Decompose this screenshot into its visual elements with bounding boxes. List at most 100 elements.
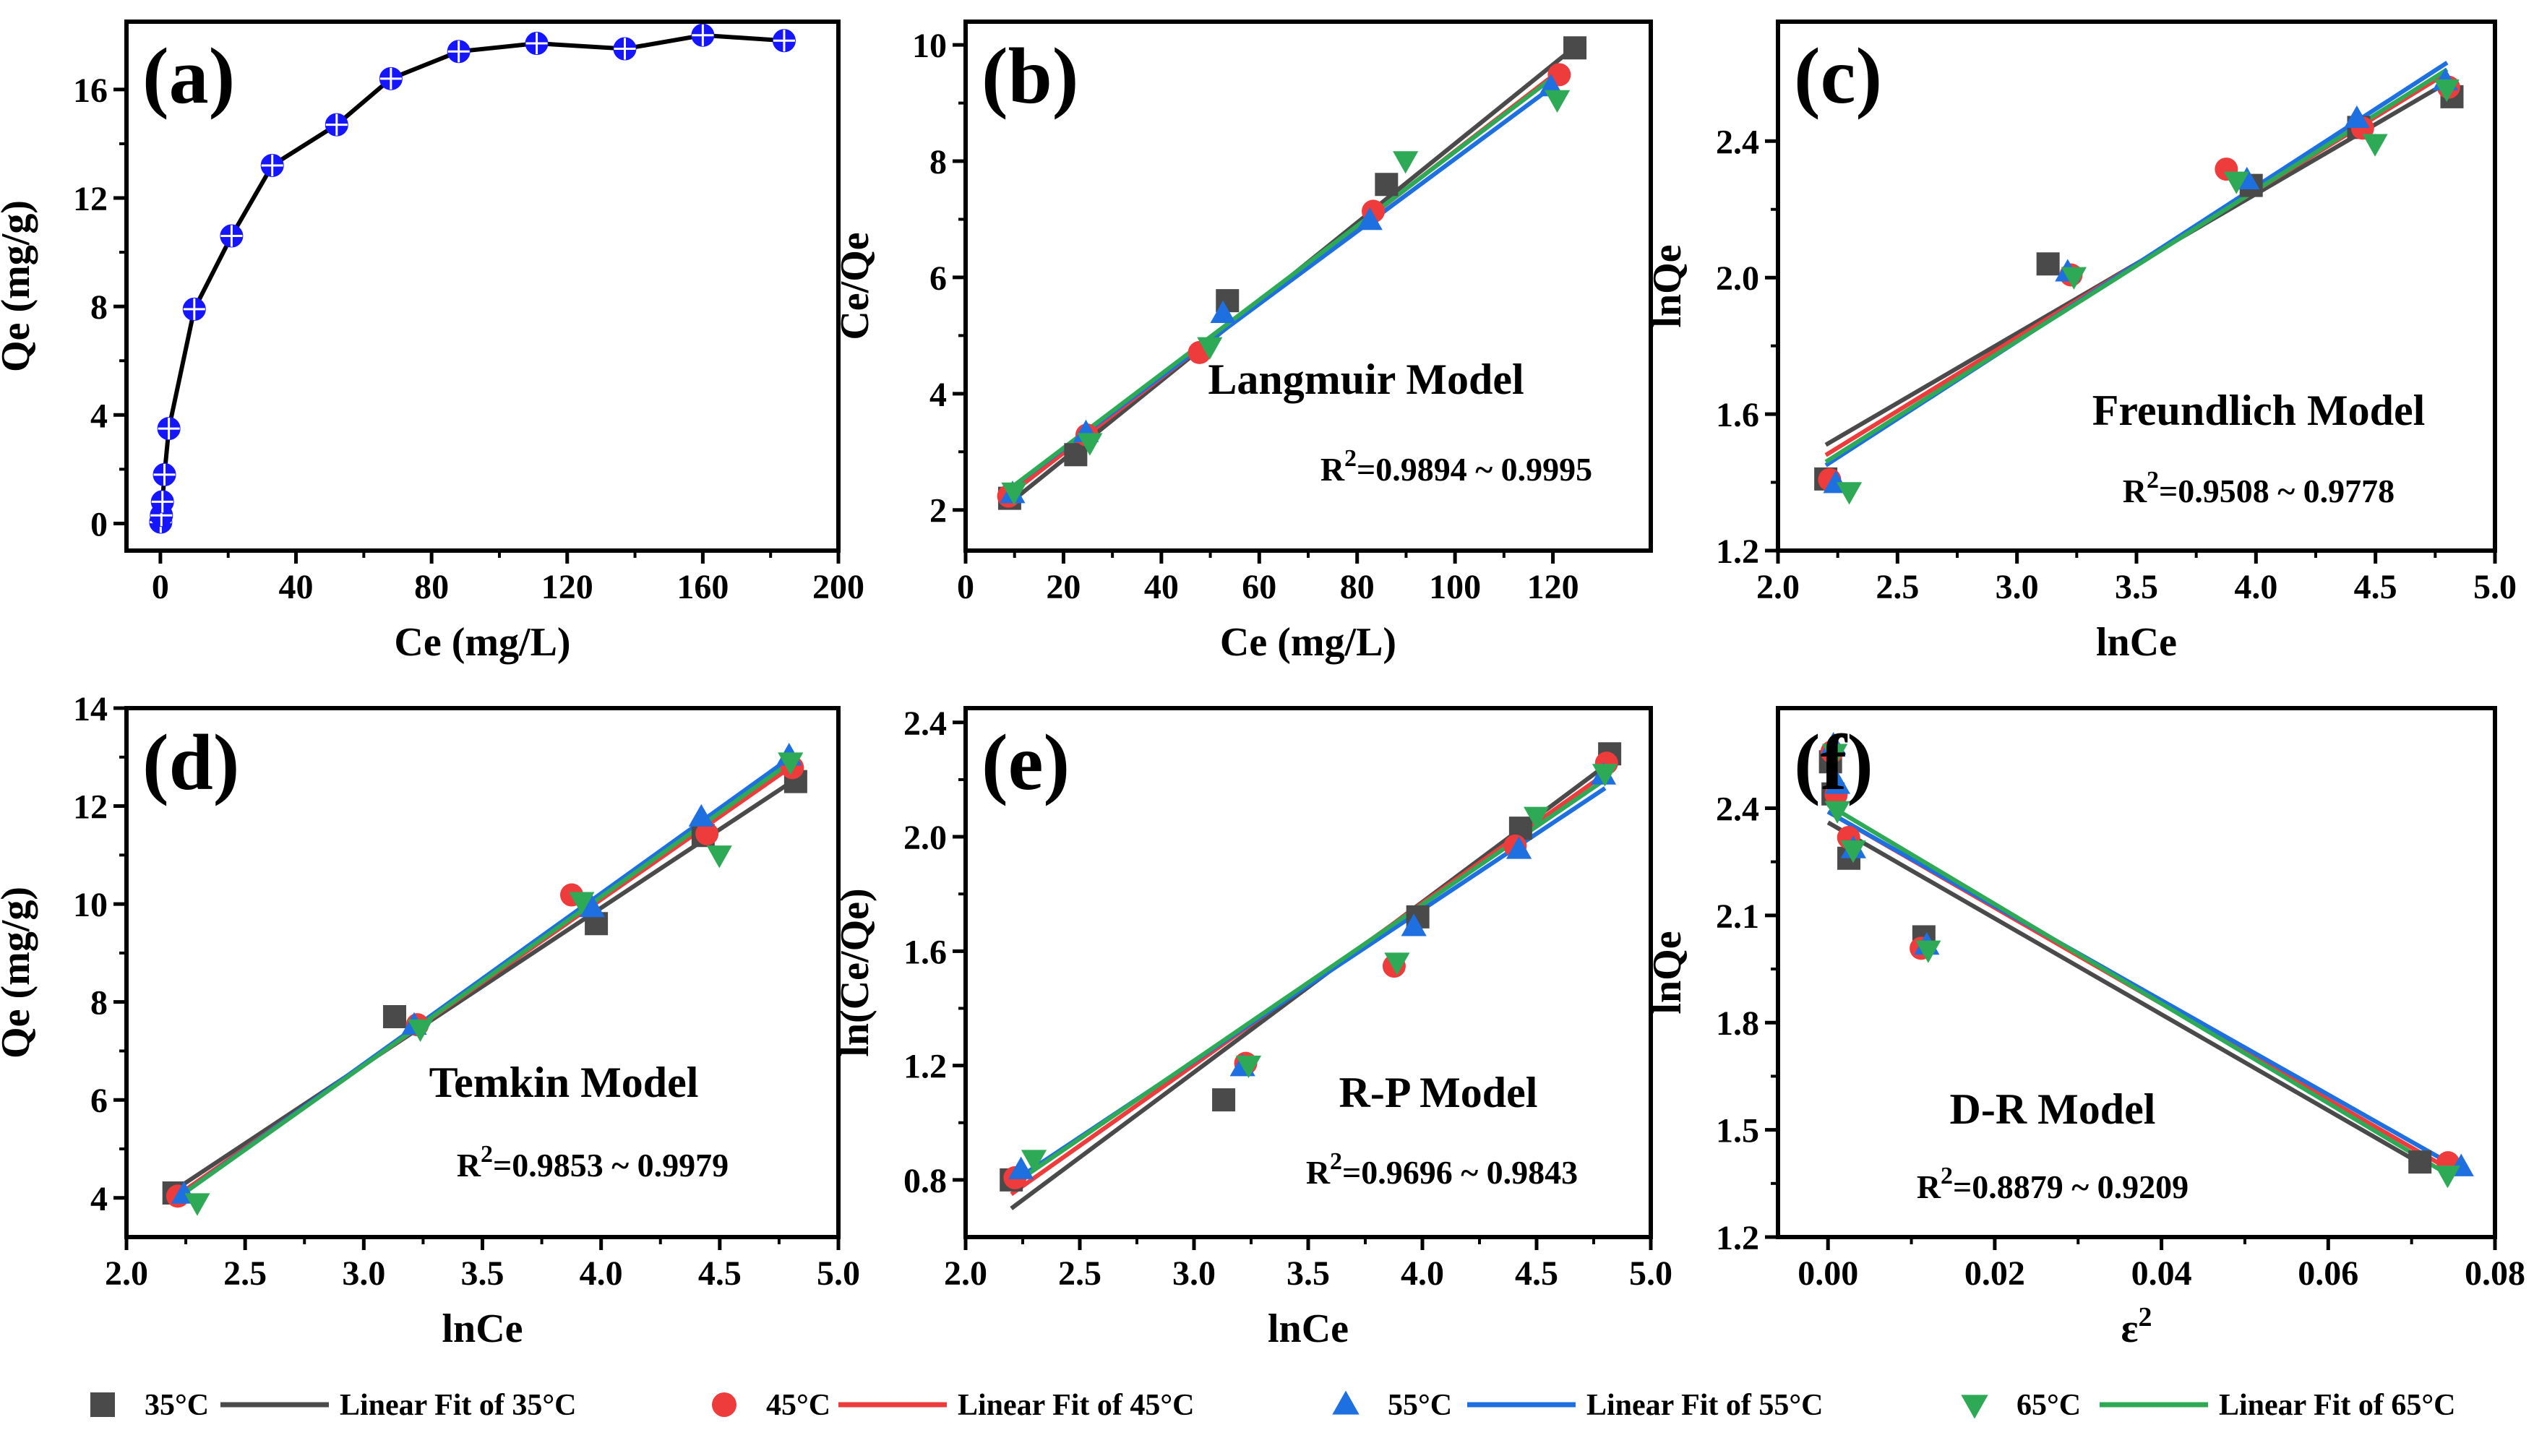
panel-letter: (b) xyxy=(982,32,1078,120)
data-point xyxy=(2344,105,2370,129)
data-point xyxy=(1840,840,1866,863)
y-axis-title: ln(Ce/Qe) xyxy=(833,888,877,1056)
data-point xyxy=(1008,1156,1034,1179)
legend-item: Linear Fit of 35°C xyxy=(220,1389,577,1422)
x-tick-label: 0.00 xyxy=(1798,1254,1858,1293)
y-tick-label: 8 xyxy=(929,143,947,181)
data-point xyxy=(1401,913,1427,936)
y-tick-label: 10 xyxy=(912,27,947,65)
legend-item: 65°C xyxy=(1961,1389,2081,1422)
data-point xyxy=(1235,1055,1262,1079)
x-tick-label: 20 xyxy=(1046,568,1081,606)
x-tick-label: 2.0 xyxy=(1756,568,1800,606)
x-tick-label: 40 xyxy=(1144,568,1179,606)
x-tick-label: 5.0 xyxy=(1629,1254,1672,1293)
r-squared-value: =0.9853 ~ 0.9979 xyxy=(493,1147,729,1184)
model-name: Temkin Model xyxy=(429,1059,699,1106)
data-point xyxy=(691,23,715,47)
r-squared: R2=0.9696 ~ 0.9843 xyxy=(1306,1148,1578,1191)
panel-c: 2.0 2.5 3.0 3.5 4.0 4.5 5.0 1.2 1.6 2.0 2.4 lnCe lnQ… xyxy=(1645,20,2517,665)
model-name: Freundlich Model xyxy=(2092,387,2426,434)
fit-line-65C xyxy=(1824,67,2449,464)
x-axis-title-sup: 2 xyxy=(2138,1302,2152,1332)
data-point xyxy=(1836,482,1863,505)
data-point xyxy=(2434,1166,2461,1189)
data-point xyxy=(1384,952,1410,975)
data-point xyxy=(2408,1150,2432,1174)
y-tick-label: 6 xyxy=(90,1082,108,1120)
data-point xyxy=(1824,801,1850,824)
data-point xyxy=(1210,300,1236,323)
r-squared-exponent: 2 xyxy=(1330,1148,1342,1175)
x-tick-label: 4.0 xyxy=(1401,1254,1444,1293)
legend-label: Linear Fit of 45°C xyxy=(958,1389,1195,1422)
r-squared-exponent: 2 xyxy=(2147,467,2159,494)
y-tick-label: 4 xyxy=(90,397,108,435)
data-point xyxy=(407,1019,434,1042)
data-point xyxy=(1021,1150,1047,1173)
x-tick-label: 2.0 xyxy=(105,1254,148,1293)
x-tick-label: 2.5 xyxy=(1876,568,1919,606)
x-tick-label: 0.08 xyxy=(2465,1254,2525,1293)
panel-b: 0 20 40 60 80 100 120 2 4 6 8 10 Ce (mg/L) Ce/Qe (b) La… xyxy=(833,20,1653,665)
model-name: Langmuir Model xyxy=(1208,356,1524,403)
r-squared: R2=0.9894 ~ 0.9995 xyxy=(1320,445,1592,488)
data-point xyxy=(695,822,719,845)
x-tick-label: 4.5 xyxy=(698,1254,742,1293)
panel-letter: (d) xyxy=(142,718,239,806)
y-tick-label: 14 xyxy=(73,690,108,728)
data-point xyxy=(157,417,181,441)
panel-letter: (c) xyxy=(1794,32,1882,120)
data-point xyxy=(2434,79,2460,103)
x-tick-label: 4.0 xyxy=(580,1254,623,1293)
legend-label: 55°C xyxy=(1388,1389,1452,1422)
y-tick-label: 8 xyxy=(90,288,108,327)
y-tick-label: 1.2 xyxy=(903,1048,947,1086)
legend-item: Linear Fit of 65°C xyxy=(2100,1389,2456,1422)
legend-marker-swatch xyxy=(1332,1390,1360,1415)
x-tick-label: 2.0 xyxy=(944,1254,987,1293)
data-point xyxy=(447,40,471,64)
data-point xyxy=(220,224,244,248)
legend-label: 45°C xyxy=(766,1389,830,1422)
fit-line-65C xyxy=(1003,72,1560,494)
data-point xyxy=(1001,482,1027,505)
r-squared: R2=0.9853 ~ 0.9979 xyxy=(457,1141,729,1184)
data-point xyxy=(1915,940,1941,963)
r-squared-exponent: 2 xyxy=(481,1141,493,1168)
x-tick-label: 0 xyxy=(957,568,974,606)
legend: 35°C Linear Fit of 35°C 45°C Linear Fit of … xyxy=(90,1389,2456,1422)
panel-f: 0.00 0.02 0.04 0.06 0.08 1.2 1.5 1.8 2.1 2.4 ε2 lnQ… xyxy=(1645,706,2525,1351)
data-point xyxy=(1524,806,1550,830)
x-tick-label: 0.02 xyxy=(1964,1254,2025,1293)
x-tick-label: 100 xyxy=(1429,568,1481,606)
x-tick-label: 0 xyxy=(152,568,169,606)
data-point xyxy=(1393,151,1419,174)
plot-frame xyxy=(1776,706,2497,1239)
x-tick-label: 200 xyxy=(812,568,864,606)
r-squared-symbol: R xyxy=(2123,473,2147,509)
panel-e: 2.0 2.5 3.0 3.5 4.0 4.5 5.0 0.8 1.2 1.6 2.0 2.4 lnCe… xyxy=(833,705,1672,1351)
panel-letter: (f) xyxy=(1794,718,1873,806)
data-point xyxy=(1822,744,1848,767)
panel-letter: (a) xyxy=(142,32,235,120)
x-tick-label: 4.5 xyxy=(1515,1254,1558,1293)
panel-letter: (e) xyxy=(982,718,1070,806)
y-tick-label: 1.8 xyxy=(1716,1004,1759,1043)
x-axis-title: ε2 xyxy=(2121,1302,2152,1351)
r-squared-value: =0.9696 ~ 0.9843 xyxy=(1342,1154,1578,1191)
r-squared-symbol: R xyxy=(457,1147,481,1184)
data-point xyxy=(153,462,176,486)
r-squared-exponent: 2 xyxy=(1941,1163,1953,1189)
data-point xyxy=(569,892,595,915)
model-name: R-P Model xyxy=(1339,1069,1538,1116)
x-tick-label: 5.0 xyxy=(817,1254,860,1293)
y-tick-label: 12 xyxy=(73,180,108,218)
data-point xyxy=(2061,267,2087,290)
y-tick-label: 1.6 xyxy=(903,933,947,971)
y-tick-label: 12 xyxy=(73,788,108,827)
x-axis-title: lnCe xyxy=(442,1306,523,1351)
plot-frame xyxy=(124,20,841,553)
legend-marker-swatch xyxy=(90,1392,115,1417)
